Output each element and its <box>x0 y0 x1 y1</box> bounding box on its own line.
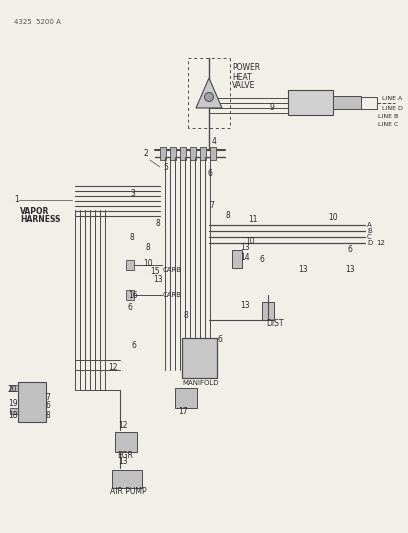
Text: D: D <box>367 240 372 246</box>
Text: 3: 3 <box>130 189 135 198</box>
Text: VAPOR: VAPOR <box>20 206 49 215</box>
Bar <box>182 338 217 378</box>
Bar <box>180 147 186 160</box>
Bar <box>170 147 176 160</box>
Text: 7: 7 <box>45 392 50 401</box>
Bar <box>262 302 274 320</box>
Text: 8: 8 <box>184 311 189 319</box>
Bar <box>333 96 361 109</box>
Text: VALVE: VALVE <box>232 82 255 91</box>
Circle shape <box>204 93 213 101</box>
Bar <box>232 250 242 268</box>
Bar <box>10 385 18 391</box>
Text: 17: 17 <box>178 408 188 416</box>
Text: 2: 2 <box>143 149 148 157</box>
Text: 12: 12 <box>376 240 385 246</box>
Text: C: C <box>367 234 372 240</box>
Text: 8: 8 <box>155 219 160 228</box>
Text: 15: 15 <box>150 268 160 277</box>
Text: 4325  5200 A: 4325 5200 A <box>14 19 61 25</box>
Text: 6: 6 <box>131 341 136 350</box>
Text: POWER: POWER <box>232 63 260 72</box>
Bar <box>210 147 216 160</box>
Bar <box>115 432 137 452</box>
Text: B: B <box>367 228 372 234</box>
Text: 6: 6 <box>260 255 265 264</box>
Bar <box>175 388 197 408</box>
Bar <box>288 90 333 115</box>
Text: HARNESS: HARNESS <box>20 215 60 224</box>
Text: 12: 12 <box>108 364 118 373</box>
Text: 19: 19 <box>8 399 18 408</box>
Text: 20: 20 <box>8 385 18 394</box>
Text: 10: 10 <box>245 238 255 246</box>
Bar <box>10 408 18 414</box>
Text: LINE D: LINE D <box>382 106 403 110</box>
Text: 6: 6 <box>218 335 223 344</box>
Text: 6: 6 <box>45 401 50 410</box>
Text: 10: 10 <box>328 214 338 222</box>
Text: 4: 4 <box>212 136 217 146</box>
Text: 8: 8 <box>225 211 230 220</box>
Text: MANIFOLD: MANIFOLD <box>182 380 219 386</box>
Bar <box>126 260 134 270</box>
Bar <box>200 147 206 160</box>
Text: 13: 13 <box>118 457 128 466</box>
Text: CARB: CARB <box>163 267 182 273</box>
Text: CARB: CARB <box>163 292 182 298</box>
Text: AIR PUMP: AIR PUMP <box>110 488 146 497</box>
Text: HEAT: HEAT <box>232 72 252 82</box>
Bar <box>112 470 142 488</box>
Polygon shape <box>196 78 222 108</box>
Text: 13: 13 <box>240 301 250 310</box>
Bar <box>126 290 134 300</box>
Text: 6: 6 <box>207 169 212 179</box>
Text: 6: 6 <box>128 303 133 312</box>
Text: LINE C: LINE C <box>378 122 398 126</box>
Text: LINE A: LINE A <box>382 96 402 101</box>
Text: 12: 12 <box>118 421 127 430</box>
Text: 18: 18 <box>8 411 18 421</box>
Text: 13: 13 <box>153 276 163 285</box>
Bar <box>18 382 46 422</box>
Text: 14: 14 <box>240 254 250 262</box>
Text: 13: 13 <box>240 244 250 253</box>
Text: 8: 8 <box>45 410 50 419</box>
Text: 8: 8 <box>145 244 150 253</box>
Text: 16: 16 <box>128 290 137 300</box>
Text: EGR: EGR <box>117 451 133 461</box>
Text: A: A <box>367 222 372 228</box>
Text: DIST: DIST <box>266 319 284 327</box>
Bar <box>160 147 166 160</box>
Text: 9: 9 <box>270 103 275 112</box>
Text: 11: 11 <box>248 215 257 224</box>
Text: 8: 8 <box>130 233 135 243</box>
Text: 13: 13 <box>345 265 355 274</box>
Text: 13: 13 <box>298 265 308 274</box>
Text: 6: 6 <box>347 246 352 254</box>
Text: 7: 7 <box>209 201 214 211</box>
Bar <box>190 147 196 160</box>
Text: 1: 1 <box>14 196 19 205</box>
Text: 5: 5 <box>163 164 168 173</box>
Text: 10: 10 <box>143 260 153 269</box>
Text: LINE B: LINE B <box>378 114 398 118</box>
